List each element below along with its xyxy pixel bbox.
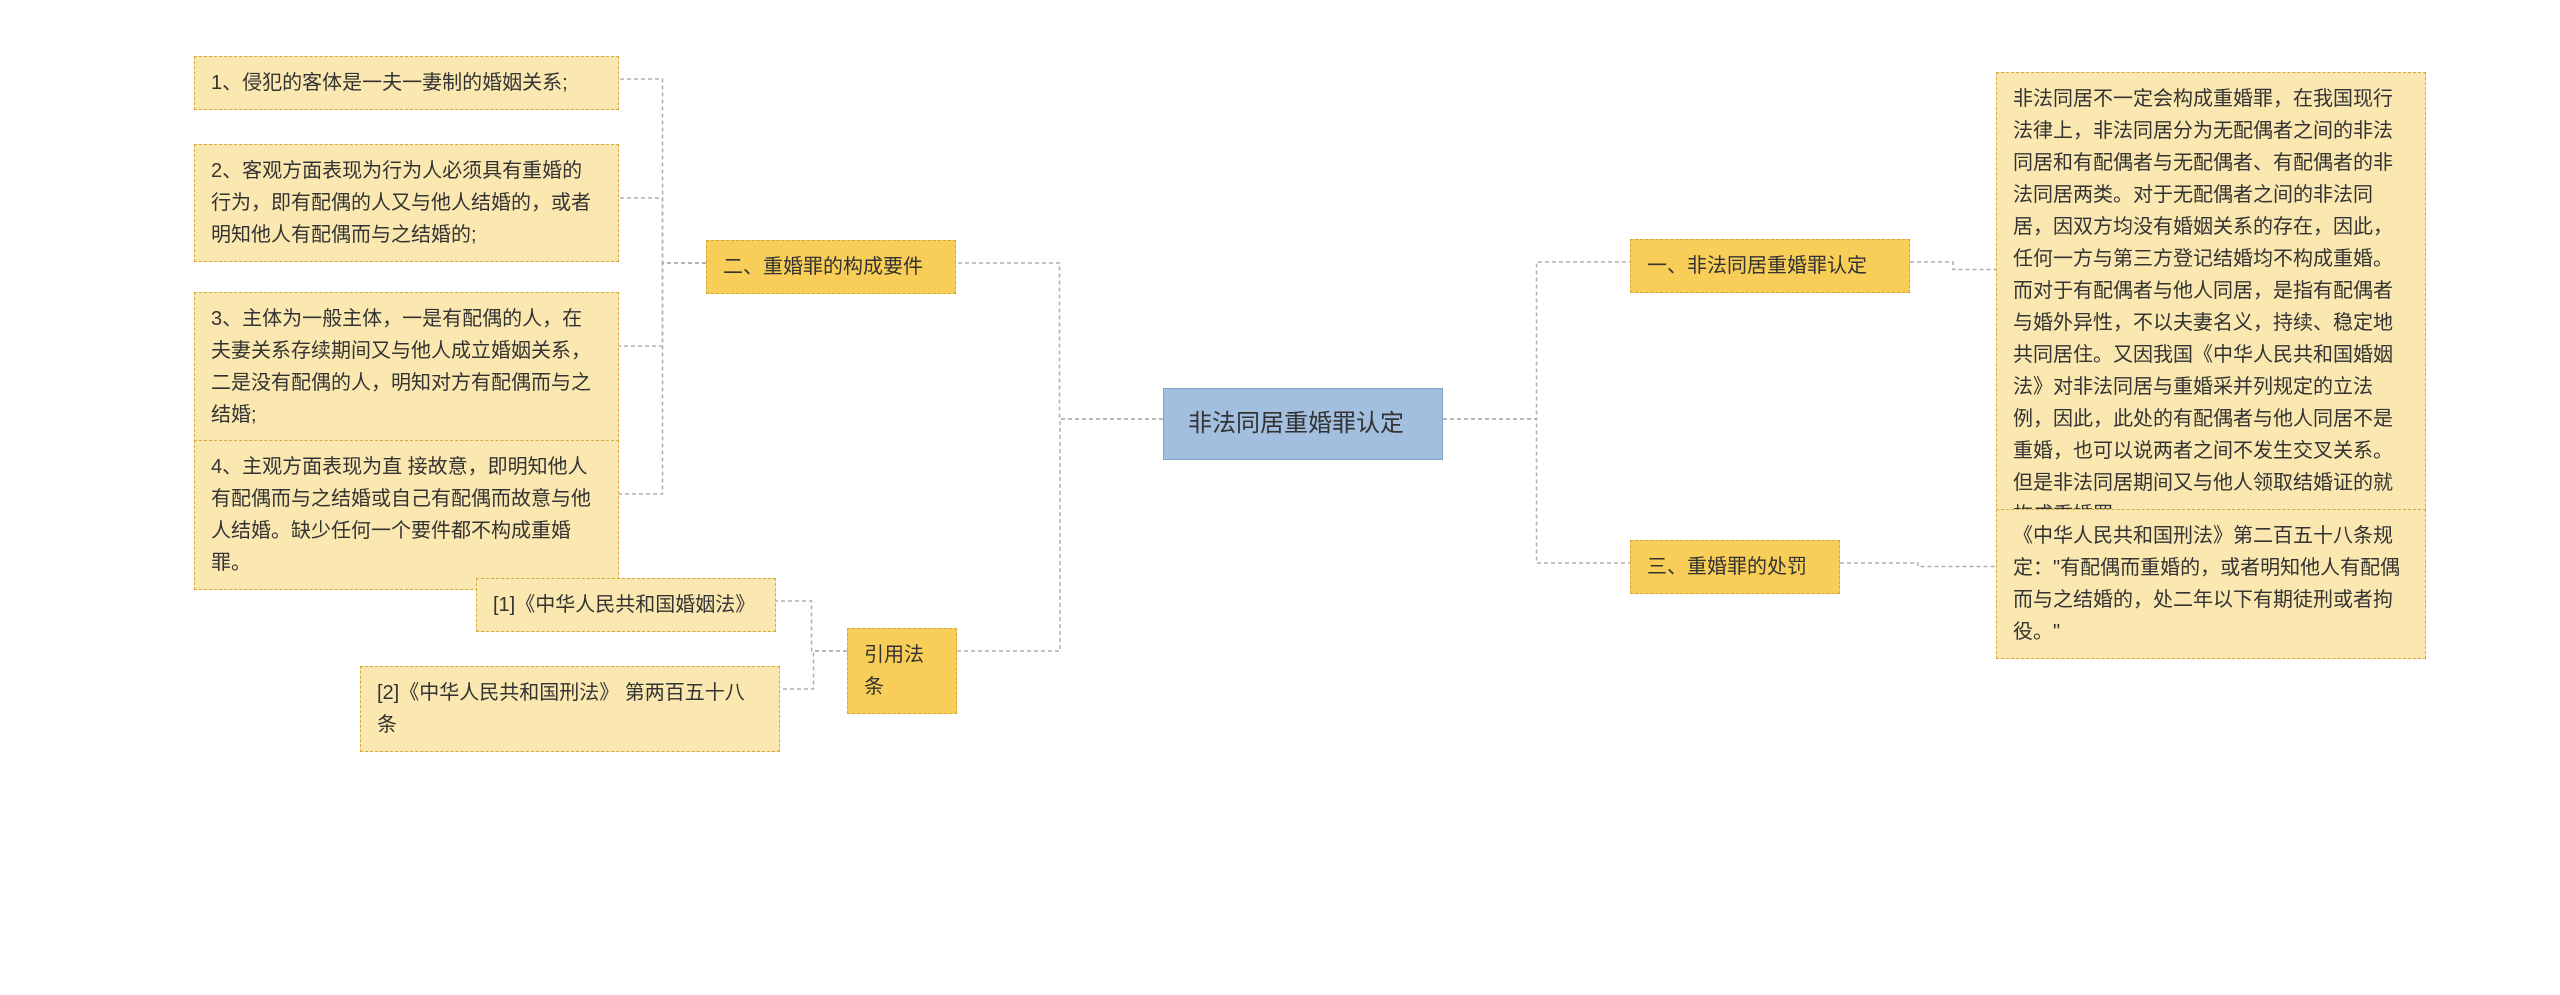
leaf-l1l2: 2、客观方面表现为行为人必须具有重婚的行为，即有配偶的人又与他人结婚的，或者明知…: [194, 144, 619, 262]
leaf-l1l1: 1、侵犯的客体是一夫一妻制的婚姻关系;: [194, 56, 619, 110]
branch-r1: 一、非法同居重婚罪认定: [1630, 239, 1910, 293]
leaf-r2l1: 《中华人民共和国刑法》第二百五十八条规定："有配偶而重婚的，或者明知他人有配偶而…: [1996, 509, 2426, 659]
branch-l2: 引用法条: [847, 628, 957, 714]
leaf-l1l4: 4、主观方面表现为直 接故意，即明知他人有配偶而与之结婚或自己有配偶而故意与他人…: [194, 440, 619, 590]
leaf-l2l1: [1]《中华人民共和国婚姻法》: [476, 578, 776, 632]
leaf-r1l1: 非法同居不一定会构成重婚罪，在我国现行法律上，非法同居分为无配偶者之间的非法同居…: [1996, 72, 2426, 542]
leaf-l1l3: 3、主体为一般主体，一是有配偶的人，在夫妻关系存续期间又与他人成立婚姻关系，二是…: [194, 292, 619, 442]
mindmap-canvas: 非法同居重婚罪认定 一、非法同居重婚罪认定 非法同居不一定会构成重婚罪，在我国现行法…: [0, 0, 2560, 995]
branch-r2: 三、重婚罪的处罚: [1630, 540, 1840, 594]
root-node: 非法同居重婚罪认定: [1163, 388, 1443, 460]
leaf-l2l2: [2]《中华人民共和国刑法》 第两百五十八条: [360, 666, 780, 752]
branch-l1: 二、重婚罪的构成要件: [706, 240, 956, 294]
